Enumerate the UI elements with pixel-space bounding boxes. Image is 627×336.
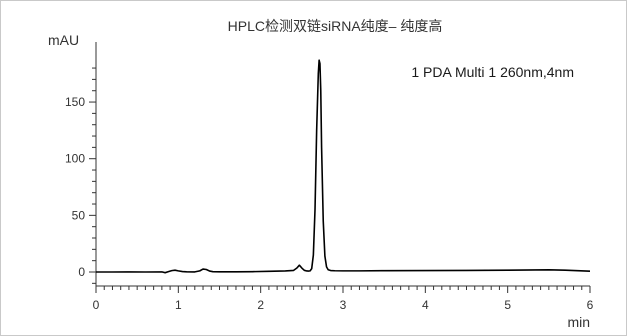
y-tick-label: 150 [65, 95, 85, 109]
x-axis-unit-label: min [567, 314, 590, 330]
x-tick-label: 0 [93, 298, 100, 312]
series-line-0 [96, 59, 591, 274]
axis-ticks: 0 1 2 3 4 5 6 0 50 100 150 [65, 67, 594, 312]
plot-area [96, 59, 591, 274]
x-tick-label: 1 [175, 298, 182, 312]
x-tick-label: 5 [504, 298, 511, 312]
legend-label: 1 PDA Multi 1 260nm,4nm [411, 64, 574, 80]
x-tick-label: 2 [257, 298, 264, 312]
x-tick-label: 3 [340, 298, 347, 312]
y-tick-label: 50 [72, 208, 86, 222]
x-tick-label: 4 [422, 298, 429, 312]
y-axis-unit-label: mAU [48, 32, 79, 48]
y-tick-label: 0 [78, 265, 85, 279]
x-tick-label: 6 [587, 298, 594, 312]
y-tick-label: 100 [65, 152, 85, 166]
chart-title: HPLC检测双链siRNA纯度– 纯度高 [228, 18, 443, 34]
